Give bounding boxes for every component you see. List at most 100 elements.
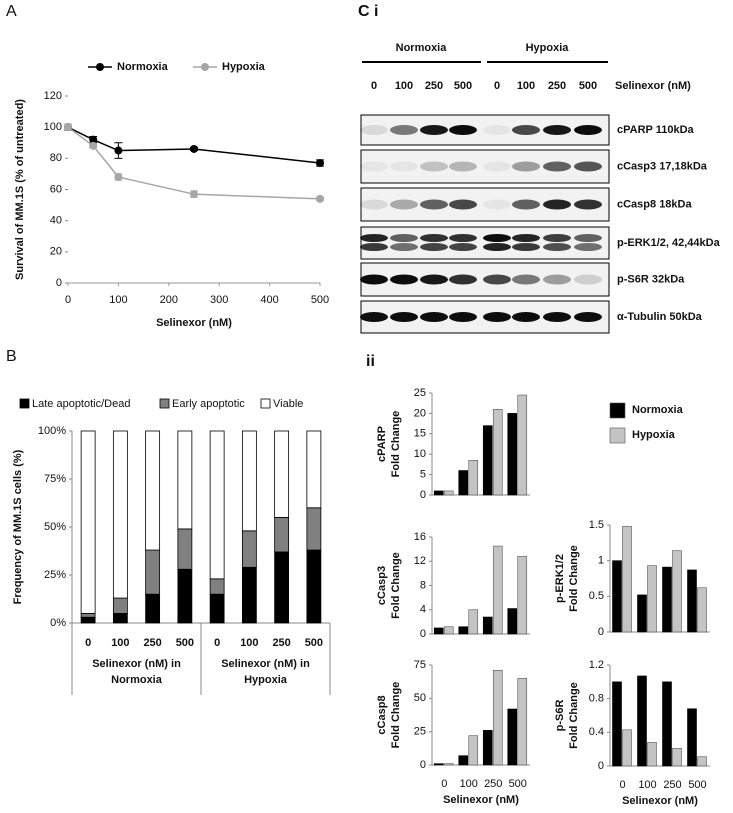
blot-band [483,161,511,172]
blot-band [574,125,602,135]
bar [492,545,503,635]
blot-band [360,234,388,242]
bar-segment [274,551,290,624]
bar [517,394,528,496]
blot-band [390,243,418,251]
bar [697,587,707,633]
legend-label: Normoxia [632,404,684,416]
legend-label: Hypoxia [632,429,676,441]
x-axis-label: Selinexor (nM) [443,794,519,806]
blot-band [360,161,388,172]
bar [517,678,528,766]
y-tick-label: 100% [38,425,66,437]
bar-segment [241,566,257,624]
blot-band [512,199,540,210]
y-tick-label: 80 [50,152,62,164]
panel-label: A [6,3,17,20]
bar-segment [177,430,193,530]
x-axis-label: Selinexor (nM) [622,795,698,807]
blot-band [543,312,571,322]
blot-band [449,312,477,322]
chart-title: cPARP [376,426,388,462]
y-tick-label: 75% [44,473,66,485]
point [190,144,198,153]
x-tick-label: 200 [160,294,178,306]
bar [507,413,518,496]
blot-band [483,312,511,322]
dose: 0 [371,80,377,92]
bar [637,675,647,767]
x-tick-label: 300 [210,294,228,306]
dose: 500 [579,80,597,92]
blot-band [574,199,602,210]
x-tick-label: 500 [688,779,706,791]
blot-band [512,234,540,242]
y-tick-label: 15 [414,428,426,440]
bar [492,670,503,766]
blot-band [390,274,418,285]
bar [687,569,697,633]
blot-band [543,243,571,251]
bar-segment [274,430,290,518]
bar-segment [112,430,128,599]
group-label: Selinexor (nM) in [92,658,181,670]
x-tick-label: 250 [143,637,161,649]
bar-segment [145,549,161,595]
y-tick-label: 10 [414,448,426,460]
point [316,159,324,168]
y-tick-label: 100 [44,121,62,133]
bar [482,730,493,766]
x-tick-label: 100 [109,294,127,306]
legend-swatch [19,398,30,409]
blot-band [512,243,540,251]
bar-segment [145,430,161,551]
blot-band [420,199,448,210]
y-tick-label: 50 [414,692,426,704]
y-tick-label: 20 [414,407,426,419]
blot-band [483,243,511,251]
y-tick-label: 16 [414,531,426,543]
x-tick-label: 100 [240,637,258,649]
bar [443,490,454,496]
bar [672,748,682,767]
bar-segment [241,430,257,532]
y-tick-label: 25% [44,569,66,581]
y-axis-label: Fold Change [390,682,402,749]
point [190,190,198,199]
y-tick-label: 0.4 [589,726,604,738]
blot-band [390,125,418,135]
group-label: Hypoxia [244,674,288,686]
point [64,123,72,132]
dose: 250 [548,80,566,92]
blot-band [449,199,477,210]
legend-marker [201,63,209,71]
bar [517,556,528,635]
bar [468,735,479,766]
blot-band [483,125,511,135]
band-label: p-S6R 32kDa [617,273,685,285]
y-tick-label: 12 [414,555,426,567]
bar [468,609,479,635]
legend-swatch [609,427,626,444]
legend-label: Normoxia [117,61,169,73]
bar [622,526,632,633]
y-tick-label: 0 [420,628,426,640]
x-tick-label: 500 [176,637,194,649]
legend-label: Hypoxia [222,61,266,73]
blot-band [512,125,540,135]
bar [443,763,454,766]
bar [672,550,682,633]
blot-band [543,125,571,135]
blot-band [449,161,477,172]
bar [507,708,518,766]
group-label: Normoxia [111,674,163,686]
panel-label: ii [366,353,375,370]
chart-title: cCasp3 [376,566,388,605]
legend-swatch [159,398,170,409]
bar [433,627,444,635]
legend-swatch [609,402,626,419]
bar-segment [209,578,225,595]
point [89,141,98,150]
blot-band [449,243,477,251]
